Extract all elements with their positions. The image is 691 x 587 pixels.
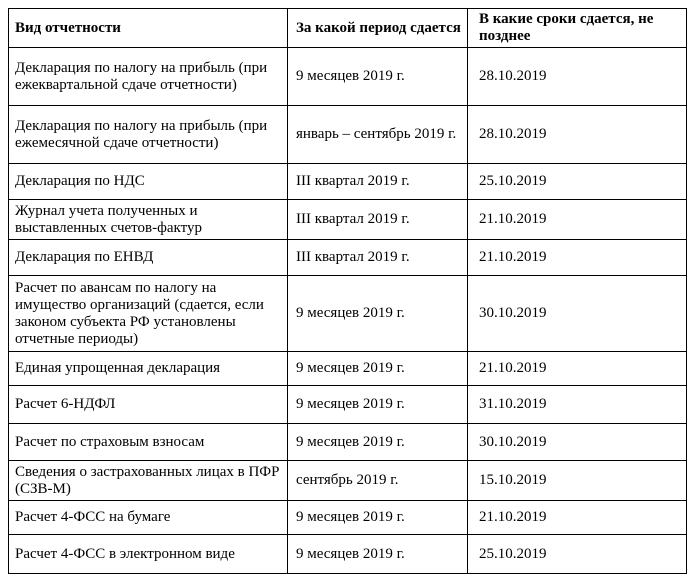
report-type-cell: Декларация по ЕНВД <box>8 239 288 277</box>
report-type-cell: Сведения о застрахованных лицах в ПФР (С… <box>8 460 288 502</box>
period-cell: январь – сентябрь 2019 г. <box>287 105 468 165</box>
period-cell: 9 месяцев 2019 г. <box>287 500 468 536</box>
deadline-cell: 30.10.2019 <box>467 423 687 462</box>
deadline-cell: 21.10.2019 <box>467 500 687 536</box>
report-type-cell: Расчет 4-ФСС на бумаге <box>8 500 288 536</box>
report-type-cell: Декларация по налогу на прибыль (при еже… <box>8 105 288 165</box>
period-cell: сентябрь 2019 г. <box>287 460 468 502</box>
table-row: Декларация по НДС III квартал 2019 г. 25… <box>8 163 687 201</box>
report-deadlines-table: Вид отчетности За какой период сдается В… <box>8 7 687 575</box>
period-cell: 9 месяцев 2019 г. <box>287 534 468 575</box>
table-row: Декларация по налогу на прибыль (при еже… <box>8 105 687 165</box>
header-report-type: Вид отчетности <box>8 7 288 49</box>
table-row: Расчет по страховым взносам 9 месяцев 20… <box>8 423 687 462</box>
period-cell: III квартал 2019 г. <box>287 239 468 277</box>
period-cell: 9 месяцев 2019 г. <box>287 385 468 425</box>
document-page: Вид отчетности За какой период сдается В… <box>8 7 687 575</box>
table-row: Расчет 4-ФСС в электронном виде 9 месяце… <box>8 534 687 575</box>
period-cell: III квартал 2019 г. <box>287 199 468 241</box>
deadline-cell: 31.10.2019 <box>467 385 687 425</box>
table-row: Расчет 4-ФСС на бумаге 9 месяцев 2019 г.… <box>8 500 687 536</box>
table-row: Единая упрощенная декларация 9 месяцев 2… <box>8 351 687 387</box>
deadline-cell: 25.10.2019 <box>467 534 687 575</box>
report-type-cell: Расчет по страховым взносам <box>8 423 288 462</box>
report-type-cell: Расчет 6-НДФЛ <box>8 385 288 425</box>
table-row: Декларация по налогу на прибыль (при еже… <box>8 47 687 107</box>
report-type-cell: Декларация по налогу на прибыль (при еже… <box>8 47 288 107</box>
deadline-cell: 21.10.2019 <box>467 199 687 241</box>
period-cell: 9 месяцев 2019 г. <box>287 351 468 387</box>
deadline-cell: 28.10.2019 <box>467 47 687 107</box>
table-row: Журнал учета полученных и выставленных с… <box>8 199 687 241</box>
report-type-cell: Расчет по авансам по налогу на имущество… <box>8 275 288 353</box>
table-header-row: Вид отчетности За какой период сдается В… <box>8 7 687 49</box>
header-deadline: В какие сроки сдается, не позднее <box>467 7 687 49</box>
period-cell: 9 месяцев 2019 г. <box>287 47 468 107</box>
table-row: Сведения о застрахованных лицах в ПФР (С… <box>8 460 687 502</box>
table-row: Расчет по авансам по налогу на имущество… <box>8 275 687 353</box>
report-type-cell: Журнал учета полученных и выставленных с… <box>8 199 288 241</box>
table-row: Декларация по ЕНВД III квартал 2019 г. 2… <box>8 239 687 277</box>
deadline-cell: 30.10.2019 <box>467 275 687 353</box>
report-type-cell: Декларация по НДС <box>8 163 288 201</box>
deadline-cell: 15.10.2019 <box>467 460 687 502</box>
table-row: Расчет 6-НДФЛ 9 месяцев 2019 г. 31.10.20… <box>8 385 687 425</box>
report-type-cell: Единая упрощенная декларация <box>8 351 288 387</box>
period-cell: 9 месяцев 2019 г. <box>287 275 468 353</box>
deadline-cell: 25.10.2019 <box>467 163 687 201</box>
deadline-cell: 28.10.2019 <box>467 105 687 165</box>
period-cell: 9 месяцев 2019 г. <box>287 423 468 462</box>
report-type-cell: Расчет 4-ФСС в электронном виде <box>8 534 288 575</box>
deadline-cell: 21.10.2019 <box>467 239 687 277</box>
header-period: За какой период сдается <box>287 7 468 49</box>
period-cell: III квартал 2019 г. <box>287 163 468 201</box>
deadline-cell: 21.10.2019 <box>467 351 687 387</box>
